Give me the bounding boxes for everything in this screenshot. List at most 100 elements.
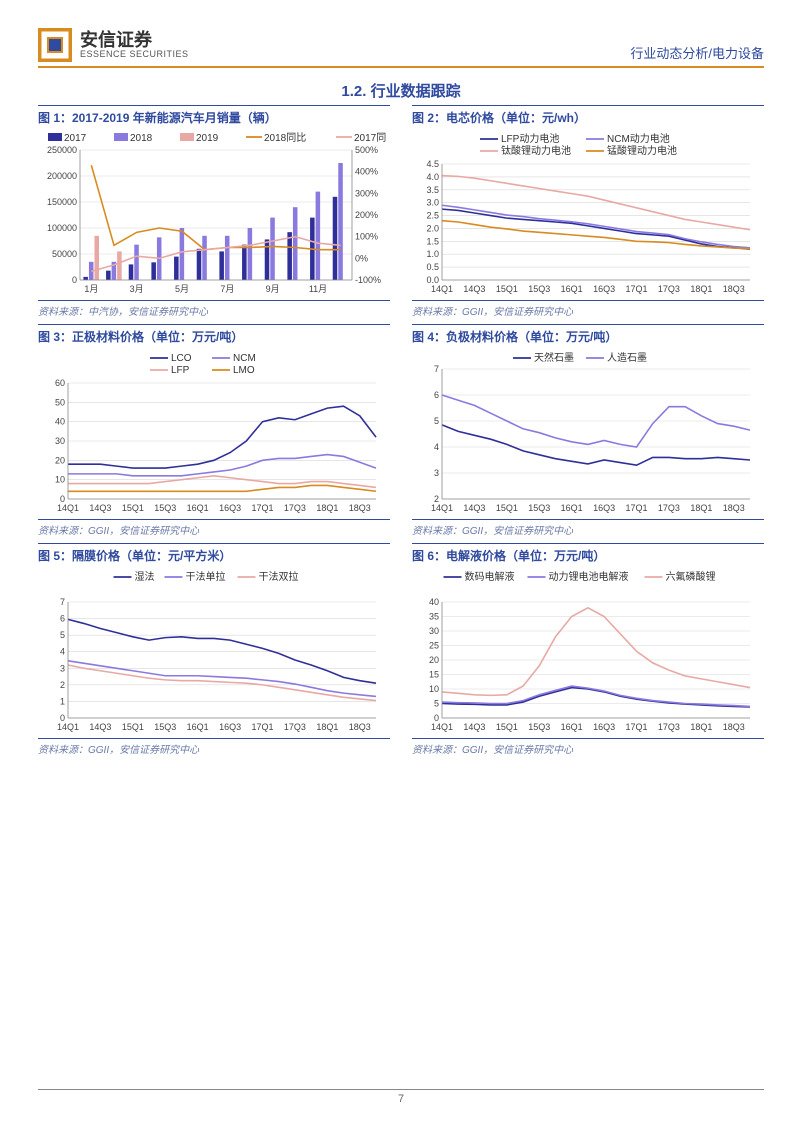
logo-icon: [38, 28, 72, 62]
svg-text:2017: 2017: [64, 133, 87, 144]
svg-text:0%: 0%: [355, 253, 368, 263]
svg-text:100000: 100000: [47, 223, 77, 233]
svg-text:500%: 500%: [355, 145, 378, 155]
svg-text:16Q1: 16Q1: [561, 722, 583, 732]
svg-text:LFP: LFP: [171, 365, 190, 376]
svg-text:15Q1: 15Q1: [496, 722, 518, 732]
svg-text:18Q1: 18Q1: [316, 503, 338, 513]
svg-text:250000: 250000: [47, 145, 77, 155]
chart-4: 图 4：负极材料价格（单位：万元/吨） 天然石墨人造石墨23456714Q114…: [412, 324, 764, 537]
svg-text:17Q1: 17Q1: [252, 722, 274, 732]
svg-text:3: 3: [60, 663, 65, 673]
svg-text:14Q1: 14Q1: [57, 503, 79, 513]
svg-text:六氟磷酸锂: 六氟磷酸锂: [666, 570, 716, 583]
svg-text:15Q3: 15Q3: [528, 503, 550, 513]
svg-text:人造石墨: 人造石墨: [607, 351, 647, 364]
chart-6-source: 资料来源：GGII，安信证券研究中心: [412, 738, 764, 756]
svg-text:9月: 9月: [266, 284, 280, 294]
chart-3-svg: LCONCMLFPLMO010203040506014Q114Q315Q115Q…: [38, 347, 386, 517]
svg-text:17Q3: 17Q3: [658, 503, 680, 513]
svg-text:15Q3: 15Q3: [154, 503, 176, 513]
svg-text:17Q1: 17Q1: [252, 503, 274, 513]
svg-text:6: 6: [60, 614, 65, 624]
svg-text:4: 4: [60, 647, 65, 657]
svg-text:14Q3: 14Q3: [89, 722, 111, 732]
svg-text:2017同比: 2017同比: [354, 132, 386, 144]
chart-6-svg: 数码电解液动力锂电池电解液六氟磷酸锂051015202530354014Q114…: [412, 566, 760, 736]
chart-2-title: 图 2：电芯价格（单位：元/wh）: [412, 105, 764, 126]
svg-text:3.5: 3.5: [426, 185, 439, 195]
page-header: 安信证券 ESSENCE SECURITIES 行业动态分析/电力设备: [38, 28, 764, 68]
svg-text:15Q1: 15Q1: [496, 503, 518, 513]
svg-text:35: 35: [429, 612, 439, 622]
svg-text:60: 60: [55, 378, 65, 388]
svg-text:18Q1: 18Q1: [690, 722, 712, 732]
svg-text:15: 15: [429, 670, 439, 680]
svg-text:40: 40: [55, 417, 65, 427]
svg-text:0.5: 0.5: [426, 262, 439, 272]
svg-text:15Q1: 15Q1: [122, 722, 144, 732]
header-breadcrumb: 行业动态分析/电力设备: [630, 43, 764, 62]
svg-text:15Q1: 15Q1: [122, 503, 144, 513]
svg-text:NCM: NCM: [233, 353, 256, 364]
logo-text-en: ESSENCE SECURITIES: [80, 50, 189, 59]
svg-text:20: 20: [429, 655, 439, 665]
chart-3-title: 图 3：正极材料价格（单位：万元/吨）: [38, 324, 390, 345]
svg-text:1: 1: [60, 696, 65, 706]
svg-text:18Q3: 18Q3: [723, 722, 745, 732]
svg-text:6: 6: [434, 390, 439, 400]
svg-text:15Q3: 15Q3: [528, 284, 550, 294]
svg-text:数码电解液: 数码电解液: [465, 570, 515, 583]
svg-text:18Q3: 18Q3: [349, 722, 371, 732]
chart-6: 图 6：电解液价格（单位：万元/吨） 数码电解液动力锂电池电解液六氟磷酸锂051…: [412, 543, 764, 756]
svg-text:200%: 200%: [355, 210, 378, 220]
svg-text:3.0: 3.0: [426, 198, 439, 208]
svg-text:150000: 150000: [47, 197, 77, 207]
svg-text:17Q1: 17Q1: [626, 503, 648, 513]
svg-text:17Q1: 17Q1: [626, 722, 648, 732]
svg-text:17Q3: 17Q3: [658, 284, 680, 294]
svg-text:15Q3: 15Q3: [154, 722, 176, 732]
svg-text:25: 25: [429, 641, 439, 651]
svg-text:30: 30: [55, 436, 65, 446]
chart-1-source: 资料来源：中汽协，安信证券研究中心: [38, 300, 390, 318]
svg-text:20: 20: [55, 455, 65, 465]
svg-text:钛酸锂动力电池: 钛酸锂动力电池: [501, 144, 571, 157]
chart-4-title: 图 4：负极材料价格（单位：万元/吨）: [412, 324, 764, 345]
svg-text:40: 40: [429, 597, 439, 607]
svg-text:50: 50: [55, 397, 65, 407]
svg-text:18Q3: 18Q3: [349, 503, 371, 513]
svg-text:10: 10: [55, 475, 65, 485]
svg-text:18Q3: 18Q3: [723, 503, 745, 513]
chart-4-svg: 天然石墨人造石墨23456714Q114Q315Q115Q316Q116Q317…: [412, 347, 760, 517]
svg-text:1月: 1月: [84, 284, 98, 294]
svg-text:0: 0: [72, 275, 77, 285]
svg-text:4: 4: [434, 442, 439, 452]
svg-text:14Q1: 14Q1: [57, 722, 79, 732]
svg-text:14Q1: 14Q1: [431, 503, 453, 513]
svg-text:2.5: 2.5: [426, 211, 439, 221]
svg-text:17Q3: 17Q3: [284, 503, 306, 513]
chart-1-svg: 2017201820192018同比2017同比0500001000001500…: [38, 128, 386, 298]
chart-2: 图 2：电芯价格（单位：元/wh） LFP动力电池NCM动力电池钛酸锂动力电池锰…: [412, 105, 764, 318]
charts-grid: 图 1：2017-2019 年新能源汽车月销量（辆） 2017201820192…: [38, 105, 764, 756]
svg-text:1.0: 1.0: [426, 249, 439, 259]
svg-text:5月: 5月: [175, 284, 189, 294]
svg-text:16Q1: 16Q1: [561, 284, 583, 294]
svg-text:2019: 2019: [196, 133, 219, 144]
svg-text:15Q3: 15Q3: [528, 722, 550, 732]
svg-text:2018同比: 2018同比: [264, 132, 306, 144]
svg-text:18Q1: 18Q1: [690, 284, 712, 294]
svg-text:7月: 7月: [220, 284, 234, 294]
svg-text:16Q1: 16Q1: [187, 722, 209, 732]
chart-5-title: 图 5：隔膜价格（单位：元/平方米）: [38, 543, 390, 564]
svg-text:10: 10: [429, 684, 439, 694]
chart-2-source: 资料来源：GGII，安信证券研究中心: [412, 300, 764, 318]
svg-text:5: 5: [434, 699, 439, 709]
page-number: 7: [398, 1093, 404, 1105]
svg-text:锰酸锂动力电池: 锰酸锂动力电池: [607, 144, 677, 157]
svg-text:4.5: 4.5: [426, 159, 439, 169]
svg-text:11月: 11月: [309, 284, 327, 294]
svg-text:5: 5: [434, 416, 439, 426]
svg-text:天然石墨: 天然石墨: [534, 351, 574, 364]
